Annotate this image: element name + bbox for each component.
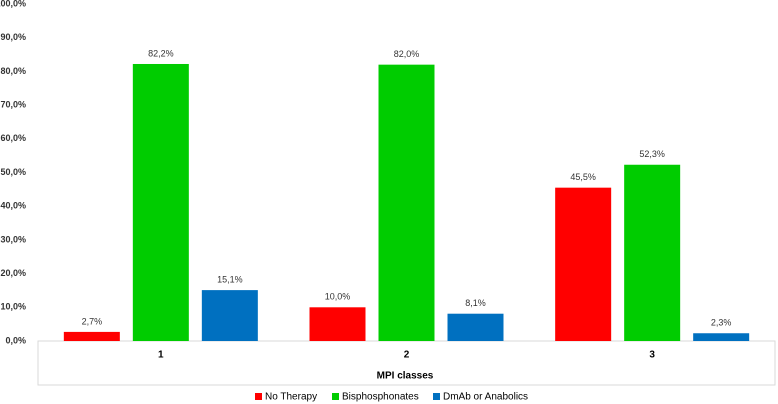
y-tick-label: 20,0% (0, 268, 26, 278)
legend-label: No Therapy (265, 392, 317, 403)
x-tick-label: 3 (649, 350, 655, 361)
value-label: 52,3% (639, 149, 665, 159)
legend-swatch (332, 393, 339, 400)
legend-label: Bisphosphonates (342, 392, 419, 403)
value-label: 15,1% (217, 274, 243, 284)
y-tick-label: 10,0% (0, 302, 26, 312)
legend-label: DmAb or Anabolics (443, 392, 528, 403)
y-tick-label: 70,0% (0, 99, 26, 109)
legend-swatch (433, 393, 440, 400)
value-label: 82,2% (148, 48, 174, 58)
y-tick-label: 60,0% (0, 133, 26, 143)
legend-swatch (255, 393, 262, 400)
y-tick-label: 40,0% (0, 201, 26, 211)
y-tick-label: 90,0% (0, 32, 26, 42)
bar (309, 307, 366, 341)
y-tick-label: 50,0% (0, 167, 26, 177)
value-label: 10,0% (325, 292, 351, 302)
y-tick-label: 30,0% (0, 234, 26, 244)
value-label: 45,5% (570, 172, 596, 182)
x-tick-label: 2 (404, 350, 410, 361)
x-axis-title: MPI classes (377, 371, 434, 382)
bar (63, 331, 120, 341)
y-tick-label: 0,0% (5, 335, 26, 345)
bar (201, 290, 258, 341)
x-tick-label: 1 (158, 350, 164, 361)
bar (555, 187, 612, 341)
value-label: 8,1% (465, 298, 486, 308)
bar (378, 64, 435, 341)
bar (132, 63, 189, 342)
y-tick-label: 100,0% (0, 0, 26, 8)
bar (447, 313, 504, 341)
bar (624, 164, 681, 341)
value-label: 2,7% (82, 316, 103, 326)
bar (693, 333, 750, 341)
value-label: 82,0% (394, 49, 420, 59)
y-tick-label: 80,0% (0, 66, 26, 76)
value-label: 2,3% (711, 318, 732, 328)
